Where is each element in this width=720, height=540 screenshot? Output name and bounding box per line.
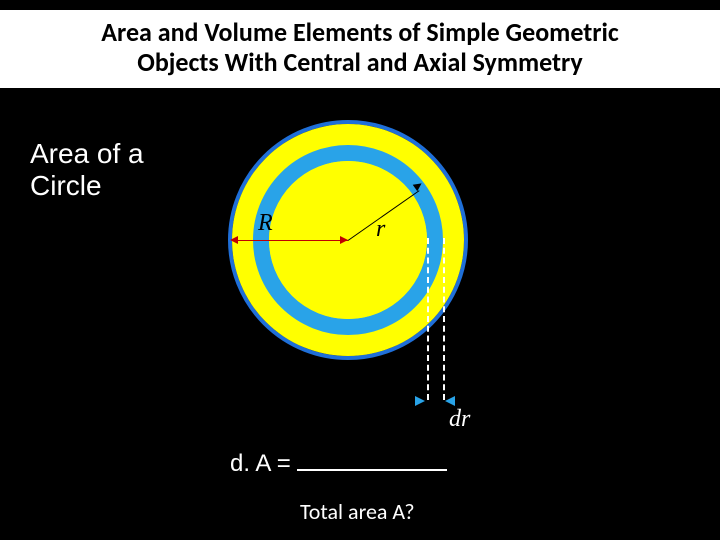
question-total-area: Total area A? [300,498,415,525]
dr-dash-left [427,238,429,400]
radius-R-arrow-left [230,236,238,244]
dr-arrow-left [415,396,425,406]
formula-blank [297,469,447,471]
radius-R-label: R [258,210,273,237]
formula-dA: d. A = [230,450,447,478]
formula-prefix: d. A = [230,450,297,477]
radius-R-line [234,240,348,241]
dr-label: dr [449,406,470,433]
dr-dash-right [443,238,445,400]
dr-arrow-right [445,396,455,406]
radius-r-label: r [376,216,385,243]
